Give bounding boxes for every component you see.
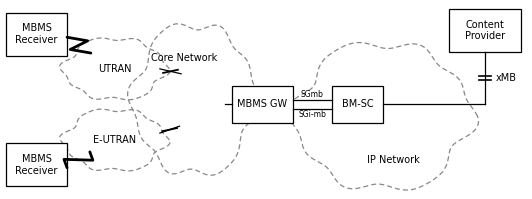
Text: MBMS
Receiver: MBMS Receiver	[15, 23, 57, 45]
Bar	[6, 13, 67, 56]
Text: IP Network: IP Network	[367, 155, 420, 165]
Bar	[6, 143, 67, 186]
Bar	[332, 86, 383, 123]
Bar	[231, 86, 293, 123]
Text: SGi-mb: SGi-mb	[298, 110, 326, 119]
Text: UTRAN: UTRAN	[98, 64, 131, 74]
Text: xMB: xMB	[495, 73, 517, 83]
Text: MBMS
Receiver: MBMS Receiver	[15, 154, 57, 176]
Bar	[449, 9, 521, 52]
Text: SGmb: SGmb	[301, 90, 324, 99]
Text: Core Network: Core Network	[151, 53, 217, 63]
Text: MBMS GW: MBMS GW	[237, 100, 287, 109]
Text: E-UTRAN: E-UTRAN	[93, 135, 136, 145]
Text: BM-SC: BM-SC	[342, 100, 373, 109]
Text: Content
Provider: Content Provider	[465, 20, 505, 41]
